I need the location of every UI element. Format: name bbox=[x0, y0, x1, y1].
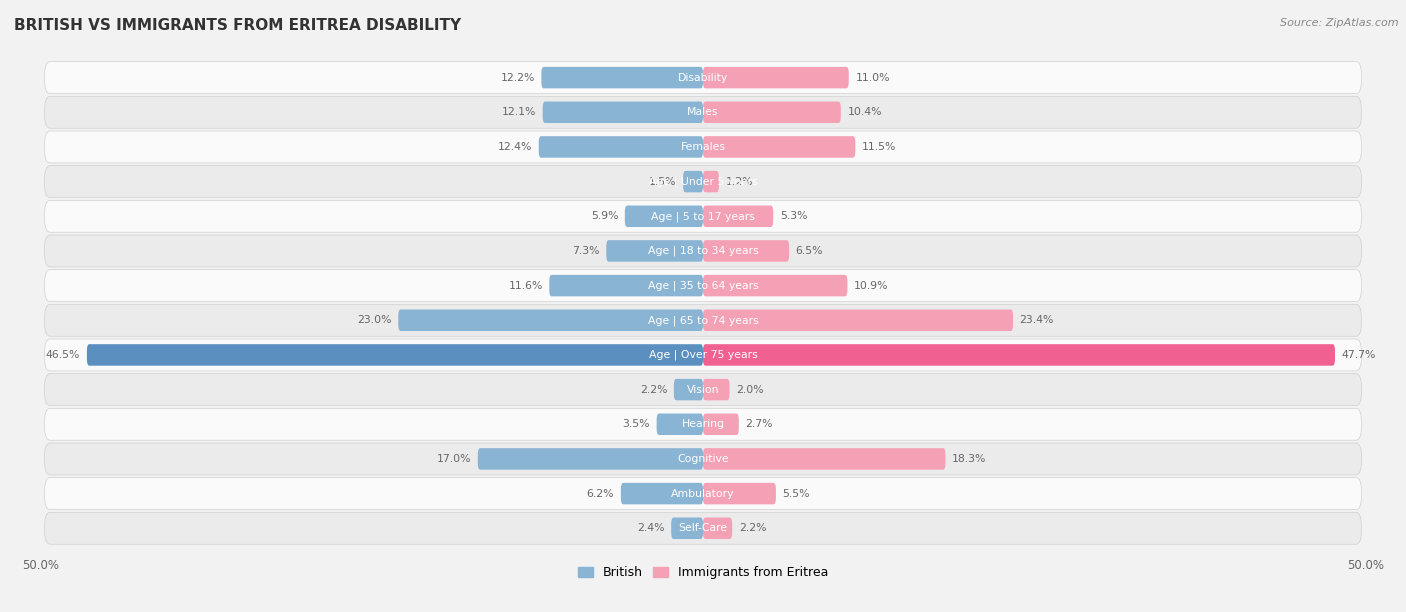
Text: 3.5%: 3.5% bbox=[623, 419, 650, 429]
FancyBboxPatch shape bbox=[45, 477, 1361, 510]
FancyBboxPatch shape bbox=[45, 166, 1361, 198]
Text: 11.0%: 11.0% bbox=[855, 73, 890, 83]
Text: 10.4%: 10.4% bbox=[848, 107, 882, 118]
FancyBboxPatch shape bbox=[703, 275, 848, 296]
Text: 6.5%: 6.5% bbox=[796, 246, 824, 256]
FancyBboxPatch shape bbox=[703, 310, 1012, 331]
Text: Age | 35 to 64 years: Age | 35 to 64 years bbox=[648, 280, 758, 291]
Text: BRITISH VS IMMIGRANTS FROM ERITREA DISABILITY: BRITISH VS IMMIGRANTS FROM ERITREA DISAB… bbox=[14, 18, 461, 34]
FancyBboxPatch shape bbox=[657, 414, 703, 435]
FancyBboxPatch shape bbox=[45, 512, 1361, 544]
FancyBboxPatch shape bbox=[538, 136, 703, 158]
FancyBboxPatch shape bbox=[703, 483, 776, 504]
Text: 5.9%: 5.9% bbox=[591, 211, 619, 222]
Text: 2.4%: 2.4% bbox=[637, 523, 665, 533]
Text: 5.3%: 5.3% bbox=[780, 211, 807, 222]
Text: Source: ZipAtlas.com: Source: ZipAtlas.com bbox=[1281, 18, 1399, 28]
Text: 46.5%: 46.5% bbox=[46, 350, 80, 360]
Text: 23.4%: 23.4% bbox=[1019, 315, 1054, 325]
Text: 12.1%: 12.1% bbox=[502, 107, 536, 118]
FancyBboxPatch shape bbox=[621, 483, 703, 504]
FancyBboxPatch shape bbox=[703, 379, 730, 400]
Text: 17.0%: 17.0% bbox=[437, 454, 471, 464]
FancyBboxPatch shape bbox=[541, 67, 703, 88]
Text: 47.7%: 47.7% bbox=[1341, 350, 1376, 360]
FancyBboxPatch shape bbox=[703, 171, 718, 192]
FancyBboxPatch shape bbox=[45, 443, 1361, 475]
Text: Age | 65 to 74 years: Age | 65 to 74 years bbox=[648, 315, 758, 326]
FancyBboxPatch shape bbox=[45, 374, 1361, 406]
Text: 2.0%: 2.0% bbox=[737, 384, 763, 395]
FancyBboxPatch shape bbox=[45, 62, 1361, 94]
FancyBboxPatch shape bbox=[703, 206, 773, 227]
Text: 11.5%: 11.5% bbox=[862, 142, 897, 152]
FancyBboxPatch shape bbox=[671, 518, 703, 539]
FancyBboxPatch shape bbox=[87, 344, 703, 366]
FancyBboxPatch shape bbox=[606, 240, 703, 262]
FancyBboxPatch shape bbox=[673, 379, 703, 400]
FancyBboxPatch shape bbox=[703, 67, 849, 88]
FancyBboxPatch shape bbox=[398, 310, 703, 331]
FancyBboxPatch shape bbox=[45, 270, 1361, 302]
Text: 18.3%: 18.3% bbox=[952, 454, 987, 464]
Text: Disability: Disability bbox=[678, 73, 728, 83]
FancyBboxPatch shape bbox=[683, 171, 703, 192]
Text: 1.2%: 1.2% bbox=[725, 177, 754, 187]
Text: Hearing: Hearing bbox=[682, 419, 724, 429]
Text: Vision: Vision bbox=[686, 384, 720, 395]
FancyBboxPatch shape bbox=[703, 136, 855, 158]
FancyBboxPatch shape bbox=[703, 102, 841, 123]
FancyBboxPatch shape bbox=[45, 304, 1361, 336]
FancyBboxPatch shape bbox=[478, 448, 703, 469]
Text: 2.2%: 2.2% bbox=[640, 384, 668, 395]
FancyBboxPatch shape bbox=[624, 206, 703, 227]
Text: 11.6%: 11.6% bbox=[509, 281, 543, 291]
Text: 10.9%: 10.9% bbox=[853, 281, 889, 291]
Text: Cognitive: Cognitive bbox=[678, 454, 728, 464]
FancyBboxPatch shape bbox=[45, 235, 1361, 267]
FancyBboxPatch shape bbox=[45, 339, 1361, 371]
FancyBboxPatch shape bbox=[45, 408, 1361, 440]
Text: 12.4%: 12.4% bbox=[498, 142, 531, 152]
FancyBboxPatch shape bbox=[45, 131, 1361, 163]
Text: 23.0%: 23.0% bbox=[357, 315, 392, 325]
Text: 5.5%: 5.5% bbox=[783, 488, 810, 499]
Text: 7.3%: 7.3% bbox=[572, 246, 599, 256]
FancyBboxPatch shape bbox=[703, 240, 789, 262]
Text: Ambulatory: Ambulatory bbox=[671, 488, 735, 499]
Text: Age | Under 5 years: Age | Under 5 years bbox=[648, 176, 758, 187]
Text: Age | 5 to 17 years: Age | 5 to 17 years bbox=[651, 211, 755, 222]
FancyBboxPatch shape bbox=[703, 518, 733, 539]
Text: Males: Males bbox=[688, 107, 718, 118]
FancyBboxPatch shape bbox=[543, 102, 703, 123]
Text: 2.2%: 2.2% bbox=[738, 523, 766, 533]
FancyBboxPatch shape bbox=[550, 275, 703, 296]
Text: 6.2%: 6.2% bbox=[586, 488, 614, 499]
FancyBboxPatch shape bbox=[703, 448, 945, 469]
Text: Age | Over 75 years: Age | Over 75 years bbox=[648, 349, 758, 360]
Text: Females: Females bbox=[681, 142, 725, 152]
Text: Self-Care: Self-Care bbox=[679, 523, 727, 533]
FancyBboxPatch shape bbox=[45, 200, 1361, 232]
FancyBboxPatch shape bbox=[45, 96, 1361, 129]
Text: 2.7%: 2.7% bbox=[745, 419, 773, 429]
FancyBboxPatch shape bbox=[703, 414, 738, 435]
Text: 1.5%: 1.5% bbox=[650, 177, 676, 187]
FancyBboxPatch shape bbox=[703, 344, 1334, 366]
Text: 12.2%: 12.2% bbox=[501, 73, 534, 83]
Legend: British, Immigrants from Eritrea: British, Immigrants from Eritrea bbox=[572, 561, 834, 584]
Text: Age | 18 to 34 years: Age | 18 to 34 years bbox=[648, 245, 758, 256]
